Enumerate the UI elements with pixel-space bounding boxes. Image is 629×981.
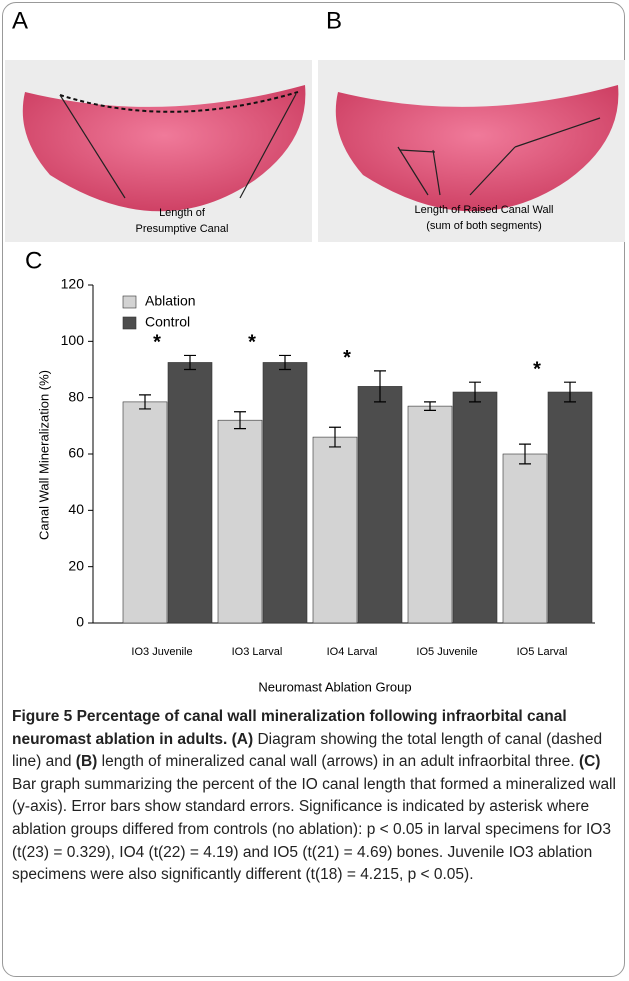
caption-label: (C) — [579, 753, 601, 770]
legend-swatch — [123, 296, 136, 308]
page: A B Length of Presumptive Canal Length o… — [0, 0, 629, 981]
legend-label: Control — [145, 314, 190, 330]
significance: * — [533, 358, 541, 380]
y-tick-label: 80 — [68, 388, 84, 404]
y-tick-label: 120 — [61, 276, 85, 292]
annotation: Length of — [159, 207, 206, 219]
legend-swatch — [123, 317, 136, 329]
caption-label: (B) — [76, 753, 98, 770]
bar — [408, 406, 452, 623]
caption: Figure 5 Percentage of canal wall minera… — [12, 706, 616, 887]
x-tick-label: IO5 Larval — [517, 646, 568, 658]
x-tick-label: IO3 Larval — [232, 646, 283, 658]
figure: A B Length of Presumptive Canal Length o… — [0, 0, 629, 700]
panel-label: B — [326, 7, 342, 34]
bar — [503, 454, 547, 623]
y-axis-title: Canal Wall Mineralization (%) — [36, 370, 51, 540]
bar — [358, 386, 402, 623]
bar — [313, 437, 357, 623]
x-tick-label: IO3 Juvenile — [131, 646, 192, 658]
x-tick-label: IO4 Larval — [327, 646, 378, 658]
bar — [168, 362, 212, 623]
legend-label: Ablation — [145, 293, 196, 309]
bar — [548, 392, 592, 623]
y-tick-label: 20 — [68, 557, 84, 573]
caption-text: Bar graph summarizing the percent of the… — [12, 776, 616, 883]
caption-label: (A) — [232, 731, 254, 748]
panel-label: C — [25, 247, 42, 274]
bar — [263, 362, 307, 623]
caption-text: length of mineralized canal wall (arrows… — [102, 753, 575, 770]
significance: * — [343, 347, 351, 369]
x-tick-label: IO5 Juvenile — [416, 646, 477, 658]
bar — [218, 420, 262, 623]
y-tick-label: 60 — [68, 445, 84, 461]
y-tick-label: 40 — [68, 501, 84, 517]
annotation: Length of Raised Canal Wall — [414, 204, 553, 216]
significance: * — [248, 332, 256, 354]
significance: * — [153, 332, 161, 354]
bar — [453, 392, 497, 623]
annotation: (sum of both segments) — [426, 220, 542, 232]
y-tick-label: 0 — [76, 614, 84, 630]
x-axis-title: Neuromast Ablation Group — [258, 679, 411, 694]
annotation: Presumptive Canal — [136, 223, 229, 235]
bar — [123, 402, 167, 623]
y-tick-label: 100 — [61, 332, 85, 348]
panel-label: A — [12, 7, 28, 34]
